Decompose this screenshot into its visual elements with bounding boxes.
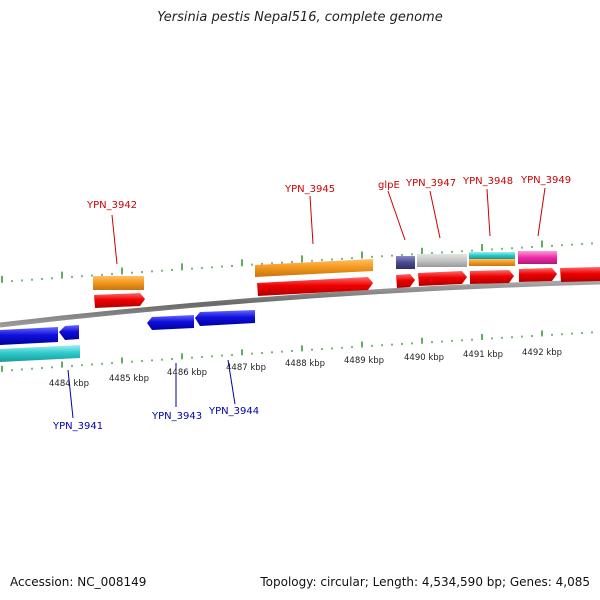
cog-orange-bar: [93, 276, 144, 290]
cog-cyan-bar: [0, 345, 80, 362]
gene-arrow: [0, 327, 58, 345]
genome-backbone: [0, 279, 600, 328]
gene-label: YPN_3942: [86, 200, 137, 211]
forward-leader-lines: [111, 187, 546, 265]
cog-cyan-bar: [469, 252, 515, 259]
forward-features: [93, 251, 600, 308]
gene-label: YPN_3945: [284, 184, 335, 195]
gene-arrow: [147, 315, 194, 330]
gene-label: YPN_3944: [208, 406, 259, 417]
scale-label: 4484 kbp: [49, 379, 89, 389]
inner-tick-ring: [1, 330, 593, 372]
gene-label: YPN_3947: [405, 178, 456, 189]
gene-arrow: [560, 267, 600, 282]
genome-summary-text: Topology: circular; Length: 4,534,590 bp…: [260, 575, 590, 589]
gene-label: glpE: [378, 180, 400, 191]
accession-text: Accession: NC_008149: [10, 575, 147, 589]
reverse-leader-lines: [67, 359, 236, 419]
gene-label: YPN_3941: [52, 421, 103, 432]
cog-orange-bar: [469, 259, 515, 266]
gene-arrow: [396, 274, 415, 288]
gene-arrow: [519, 268, 557, 282]
gene-arrow: [59, 325, 79, 340]
gene-arrow: [418, 271, 467, 286]
gene-arrow: [195, 310, 255, 326]
gene-label: YPN_3949: [520, 175, 571, 186]
gene-label: YPN_3943: [151, 411, 202, 422]
reverse-gene-labels: YPN_3941 YPN_3943 YPN_3944: [52, 406, 259, 432]
cog-orange-bar: [255, 259, 373, 277]
gene-label: YPN_3948: [462, 176, 513, 187]
cog-purple-bar: [396, 256, 415, 269]
scale-labels: 4484 kbp 4485 kbp 4486 kbp 4487 kbp 4488…: [49, 348, 562, 389]
scale-label: 4489 kbp: [344, 356, 384, 366]
scale-label: 4485 kbp: [109, 374, 149, 384]
map-title: Yersinia pestis Nepal516, complete genom…: [157, 10, 443, 25]
scale-label: 4491 kbp: [463, 350, 503, 360]
cog-magenta-bar: [518, 251, 557, 264]
reverse-features: [0, 310, 255, 362]
cog-gray-bar: [417, 254, 467, 267]
scale-label: 4486 kbp: [167, 368, 207, 378]
gene-arrow: [257, 277, 373, 296]
scale-label: 4492 kbp: [522, 348, 562, 358]
forward-gene-labels: YPN_3942 YPN_3945 glpE YPN_3947 YPN_3948…: [86, 175, 571, 211]
scale-label: 4490 kbp: [404, 353, 444, 363]
gene-arrow: [94, 293, 145, 308]
scale-label: 4487 kbp: [226, 363, 266, 373]
outer-tick-ring: [1, 240, 593, 283]
gene-arrow: [470, 270, 514, 284]
scale-label: 4488 kbp: [285, 359, 325, 369]
